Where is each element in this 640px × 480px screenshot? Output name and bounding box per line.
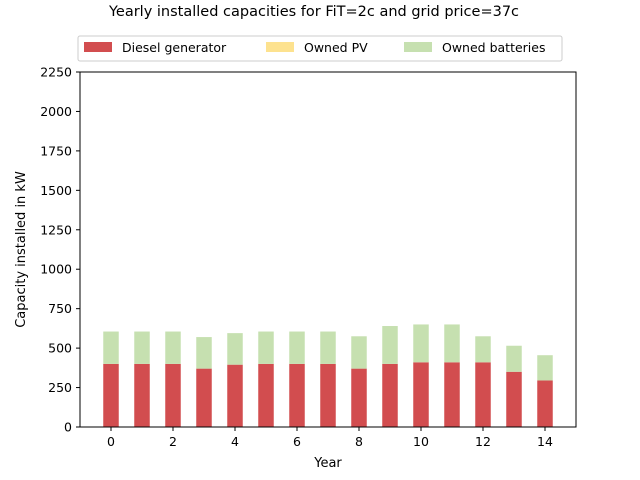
x-tick-label: 8 xyxy=(355,434,363,449)
bar-owned-batteries-year-7 xyxy=(320,331,336,364)
legend-swatch-diesel xyxy=(84,42,112,52)
x-tick-label: 6 xyxy=(293,434,301,449)
bar-owned-batteries-year-9 xyxy=(382,326,398,364)
y-tick-label: 2250 xyxy=(40,65,72,80)
bar-diesel-generator-year-6 xyxy=(289,363,305,427)
plot-frame xyxy=(79,71,577,428)
bar-diesel-generator-year-14 xyxy=(537,380,553,427)
legend-swatch-pv xyxy=(266,42,294,52)
x-tick-label: 14 xyxy=(537,434,553,449)
bar-owned-batteries-year-5 xyxy=(258,331,274,364)
y-tick-label: 500 xyxy=(48,341,72,356)
y-axis: 0 250 500 750 1000 1250 1500 1750 2000 2250 xyxy=(40,65,80,435)
y-axis-label: Capacity installed in kW xyxy=(14,171,29,328)
bar-owned-batteries-year-14 xyxy=(537,355,553,381)
bar-diesel-generator-year-12 xyxy=(475,362,491,427)
x-tick-label: 10 xyxy=(413,434,429,449)
bar-diesel-generator-year-11 xyxy=(444,362,460,427)
bar-owned-batteries-year-8 xyxy=(351,336,367,369)
bar-owned-batteries-year-3 xyxy=(196,337,212,369)
x-tick-label: 4 xyxy=(231,434,239,449)
bar-diesel-generator-year-4 xyxy=(227,364,243,427)
bar-diesel-generator-year-1 xyxy=(134,363,150,427)
bar-diesel-generator-year-3 xyxy=(196,368,212,427)
y-tick-label: 0 xyxy=(64,420,72,435)
x-tick-label: 12 xyxy=(475,434,491,449)
x-tick-label: 2 xyxy=(169,434,177,449)
bar-diesel-generator-year-8 xyxy=(351,368,367,427)
chart-title: Yearly installed capacities for FiT=2c a… xyxy=(108,4,519,20)
bar-owned-batteries-year-1 xyxy=(134,331,150,364)
bar-owned-batteries-year-0 xyxy=(103,331,119,364)
bar-owned-batteries-year-13 xyxy=(506,345,522,372)
bar-owned-batteries-year-4 xyxy=(227,333,243,365)
bar-owned-batteries-year-12 xyxy=(475,336,491,363)
x-tick-label: 0 xyxy=(107,434,115,449)
y-tick-label: 250 xyxy=(48,380,72,395)
bar-diesel-generator-year-10 xyxy=(413,362,429,427)
bar-diesel-generator-year-7 xyxy=(320,363,336,427)
y-tick-label: 1750 xyxy=(40,143,72,158)
legend-label-pv: Owned PV xyxy=(304,40,368,55)
y-tick-label: 2000 xyxy=(40,104,72,119)
legend-frame xyxy=(77,35,563,62)
legend: Diesel generator Owned PV Owned batterie… xyxy=(77,35,563,62)
bar-diesel-generator-year-5 xyxy=(258,363,274,427)
bar-owned-batteries-year-2 xyxy=(165,331,181,364)
legend-label-batteries: Owned batteries xyxy=(442,40,546,55)
y-tick-label: 750 xyxy=(48,301,72,316)
y-tick-label: 1000 xyxy=(40,262,72,277)
y-tick-label: 1500 xyxy=(40,183,72,198)
legend-label-diesel: Diesel generator xyxy=(122,40,227,55)
x-axis-label: Year xyxy=(313,456,342,471)
y-tick-label: 1250 xyxy=(40,222,72,237)
bar-diesel-generator-year-13 xyxy=(506,371,522,427)
bar-diesel-generator-year-9 xyxy=(382,363,398,427)
legend-swatch-batteries xyxy=(404,42,432,52)
bar-diesel-generator-year-2 xyxy=(165,363,181,427)
bar-owned-batteries-year-10 xyxy=(413,324,429,363)
bar-owned-batteries-year-6 xyxy=(289,331,305,364)
bar-diesel-generator-year-0 xyxy=(103,363,119,427)
plot-marks xyxy=(103,324,553,427)
x-axis: 0 2 4 6 8 10 12 14 xyxy=(107,427,553,449)
bar-owned-batteries-year-11 xyxy=(444,324,460,363)
